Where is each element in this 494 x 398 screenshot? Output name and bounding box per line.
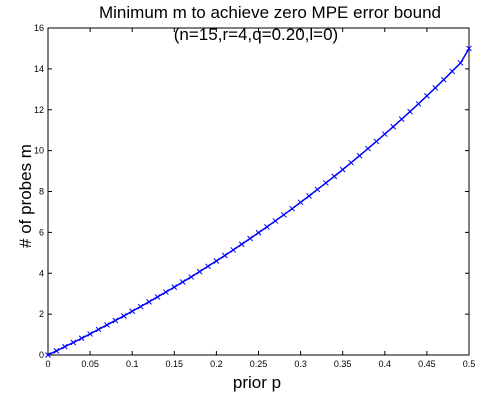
x-tick-label: 0.15 xyxy=(166,359,184,369)
data-point xyxy=(331,173,338,180)
data-point xyxy=(424,92,430,99)
data-point xyxy=(188,274,194,280)
data-point xyxy=(381,131,388,137)
y-tick-label: 12 xyxy=(34,105,44,115)
y-tick-label: 4 xyxy=(39,268,44,278)
data-point xyxy=(373,138,380,145)
x-tick-label: 0.35 xyxy=(334,359,352,369)
data-point xyxy=(398,116,405,123)
data-point xyxy=(407,108,413,115)
data-point xyxy=(306,193,312,199)
x-tick-label: 0.3 xyxy=(294,359,307,369)
data-point xyxy=(348,159,354,166)
data-point xyxy=(95,326,102,333)
data-point xyxy=(272,218,279,224)
data-point xyxy=(120,313,127,319)
data-point xyxy=(297,199,304,206)
x-tick-label: 0.2 xyxy=(210,359,223,369)
data-point xyxy=(61,343,68,350)
y-tick-label: 0 xyxy=(39,350,44,360)
data-point xyxy=(415,100,422,107)
x-tick-label: 0.5 xyxy=(463,359,476,369)
data-point xyxy=(440,76,447,83)
data-point xyxy=(449,68,456,75)
data-point xyxy=(339,166,346,173)
data-point xyxy=(466,45,472,52)
data-point xyxy=(255,229,262,236)
x-tick-label: 0.25 xyxy=(250,359,268,369)
data-point xyxy=(264,224,270,230)
data-point xyxy=(356,152,363,159)
data-point xyxy=(390,123,397,130)
data-point xyxy=(457,60,464,66)
data-point xyxy=(154,294,161,300)
data-point xyxy=(179,279,186,285)
data-point xyxy=(314,186,321,193)
y-tick-label: 2 xyxy=(39,309,44,319)
y-tick-label: 16 xyxy=(34,23,44,33)
data-point xyxy=(365,145,371,152)
data-point xyxy=(163,289,169,295)
x-tick-label: 0.1 xyxy=(126,359,139,369)
y-tick-label: 8 xyxy=(39,187,44,197)
data-point xyxy=(137,303,144,310)
data-point xyxy=(205,263,211,270)
data-point xyxy=(289,205,296,212)
y-tick-label: 10 xyxy=(34,146,44,156)
x-axis-label: prior p xyxy=(233,373,281,392)
series-line xyxy=(47,48,470,356)
data-point xyxy=(221,252,228,259)
series-layer xyxy=(45,45,472,358)
data-point xyxy=(129,308,136,315)
data-point xyxy=(112,317,119,324)
data-point xyxy=(87,331,93,337)
data-point xyxy=(238,241,245,248)
chart-title: Minimum m to achieve zero MPE error boun… xyxy=(99,3,441,22)
y-tick-label: 14 xyxy=(34,64,44,74)
data-point xyxy=(196,268,203,275)
plot-area xyxy=(47,27,470,356)
chart-subtitle: (n=15,r=4,q=0.20,l=0) xyxy=(174,25,338,44)
x-tick-label: 0.45 xyxy=(418,359,436,369)
data-point xyxy=(432,85,439,91)
data-point xyxy=(104,322,110,328)
data-point xyxy=(171,284,178,291)
data-point xyxy=(280,211,287,218)
data-point xyxy=(70,339,77,346)
x-tick-label: 0.05 xyxy=(81,359,99,369)
data-point xyxy=(323,180,329,186)
data-point xyxy=(247,235,253,242)
data-point xyxy=(230,247,237,253)
data-point xyxy=(146,299,152,305)
x-tick-label: 0 xyxy=(45,359,50,369)
x-tick-label: 0.4 xyxy=(379,359,392,369)
axis-ticks: 0 0.05 0.1 0.15 0.2 0.25 0.3 0.35 0.4 0.45 0.5 0 2 4 6… xyxy=(34,23,475,369)
y-axis-label: # of probes m xyxy=(16,144,35,248)
data-point xyxy=(53,348,60,354)
data-point xyxy=(213,258,220,264)
y-tick-label: 6 xyxy=(39,227,44,237)
data-point xyxy=(78,335,85,342)
data-point xyxy=(45,352,51,358)
